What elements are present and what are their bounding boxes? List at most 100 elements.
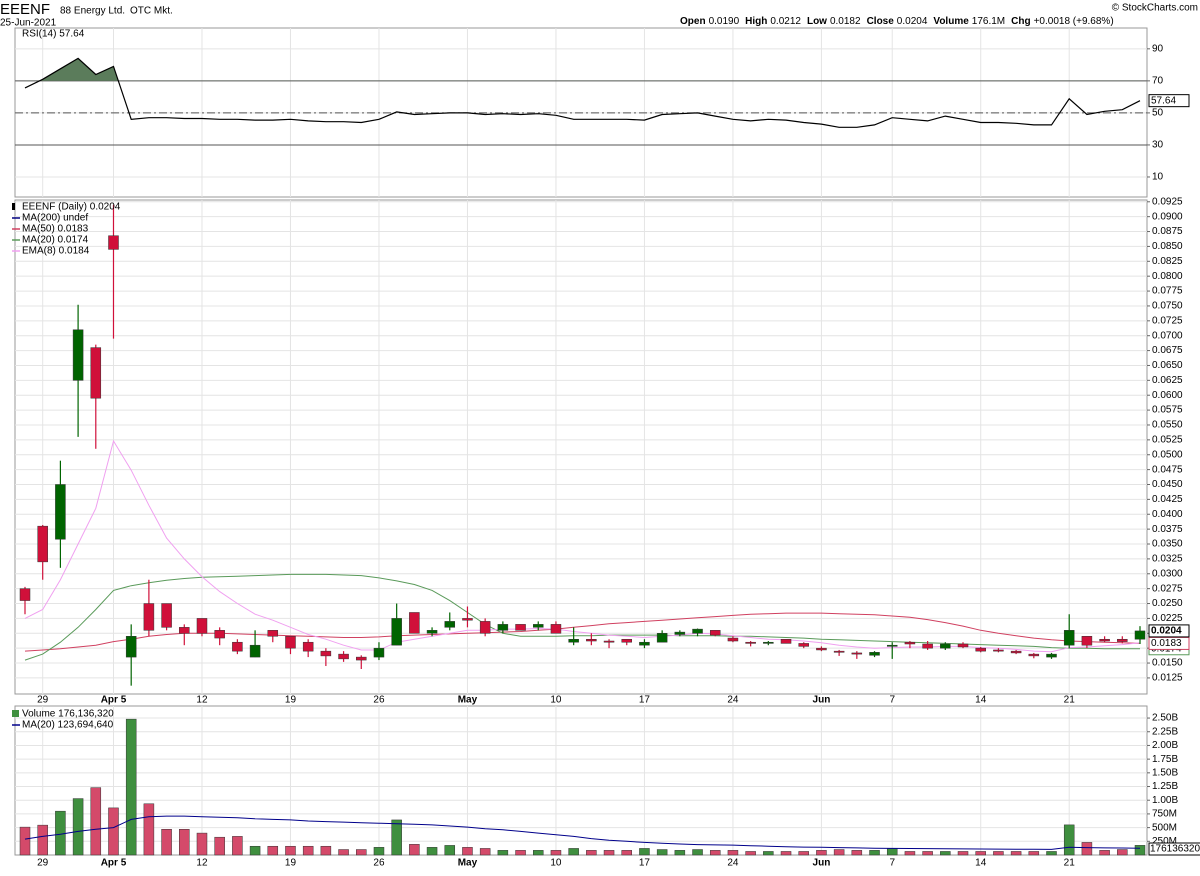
x-tick-label: 21 [1064,695,1076,706]
x-tick-label: 24 [727,695,739,706]
y-tick-label: 0.0525 [1152,434,1183,445]
candle-body [143,603,155,631]
x-tick-label: 14 [975,695,987,706]
candle-body [1063,630,1075,646]
volume-bar [426,847,438,856]
value-tag: 176136320 [1150,844,1200,855]
volume-bar [533,850,544,856]
x-tick-label: 29 [37,695,49,706]
x-tick-label: Jun [813,695,831,706]
volume-bar [1028,851,1040,856]
volume-bar [497,850,509,856]
candle-body [656,633,668,643]
volume-bar [1063,824,1075,856]
y-tick-label: 250M [1152,836,1177,847]
candle-body [391,618,402,646]
candle-body [940,643,951,649]
candle-body [533,624,544,628]
legend-label: EEENF (Daily) 0.0204 [22,202,121,213]
value-tag-box [1148,842,1200,856]
quote-value: 0.0182 [830,16,861,27]
volume-bar [869,850,880,856]
volume-bar [72,798,84,856]
y-tick-label: 0.0500 [1152,449,1183,460]
volume-bar [798,851,809,856]
x-tick-label: 17 [639,695,651,706]
candle-body [957,643,969,648]
volume-bar [833,849,845,856]
volume-bar [37,824,48,856]
candle-body [19,588,31,601]
x-tick-label: 17 [639,858,651,869]
candle-body [90,347,102,399]
volume-bar [621,850,632,856]
y-tick-label: 2.00B [1152,740,1178,751]
volume-bar [745,851,756,856]
volume-bar [1117,849,1128,856]
x-tick-label: 10 [550,695,562,706]
volume-bar [356,849,367,856]
y-tick-label: 2.50B [1152,713,1178,724]
legend-label: MA(50) 0.0183 [22,224,89,235]
volume-bar [179,829,190,856]
candle-body [692,628,703,634]
candle-body [373,647,385,658]
volume-bar [1046,851,1057,856]
company: 88 Energy Ltd. [60,6,125,17]
volume-bar [568,848,579,856]
y-tick-label: 0.0775 [1152,286,1183,297]
candle-body [568,638,579,643]
candle-body [869,652,880,656]
candle-body [302,641,314,652]
y-tick-label: 0.0475 [1152,464,1183,475]
y-tick-label: 0.0600 [1152,390,1183,401]
x-tick-label: 7 [889,695,895,706]
candle-body [249,644,261,658]
value-tag: 57.64 [1151,95,1176,106]
quote-label: High [745,16,767,27]
legend-label: EMA(8) 0.0184 [22,246,90,257]
candle-body [727,637,739,642]
volume-bar [249,845,261,856]
legend-label: MA(20) 123,694,640 [22,720,114,731]
candle-body [993,649,1004,652]
quote: Open 0.0190 High 0.0212 Low 0.0182 Close 0.0204… [680,16,1114,27]
candle-body [851,652,863,655]
quote-value: 0.0212 [770,16,801,27]
y-tick-label: 0.0325 [1152,554,1183,565]
x-tick-label: 29 [37,858,49,869]
y-tick-label: 0.0225 [1152,613,1183,624]
date: 25-Jun-2021 [0,18,57,29]
legend-icon [12,710,19,717]
x-tick-label: 19 [285,858,297,869]
volume-bar [302,845,314,856]
candle-body [639,641,650,646]
volume-bar [639,848,650,856]
candle-body [621,638,632,643]
candle-body [161,603,172,628]
y-tick-label: 30 [1152,140,1164,151]
y-tick-label: 0.0675 [1152,345,1183,356]
quote-value: 0.0190 [709,16,740,27]
panel-frame [14,199,1148,695]
panel-frame [14,705,1148,856]
volume-bar [709,850,721,856]
candle-body [1046,653,1057,658]
candle-body [515,624,526,631]
candle-body [497,624,509,631]
volume-bar [267,845,279,856]
y-tick-label: 0.0575 [1152,405,1183,416]
legend-label: Volume 176,136,320 [22,709,114,720]
volume-bar [674,850,686,856]
moving-average [24,612,1141,652]
volume-bar [886,848,898,856]
y-tick-label: 0.0375 [1152,524,1183,535]
candle-body [462,618,473,621]
volume-bar [391,819,402,856]
volume-bar [108,807,119,856]
volume-bar [993,851,1004,856]
quote-label: Open [680,16,706,27]
volume-bar [462,847,473,856]
candle-body [179,627,190,634]
volume-bar [1134,845,1146,856]
